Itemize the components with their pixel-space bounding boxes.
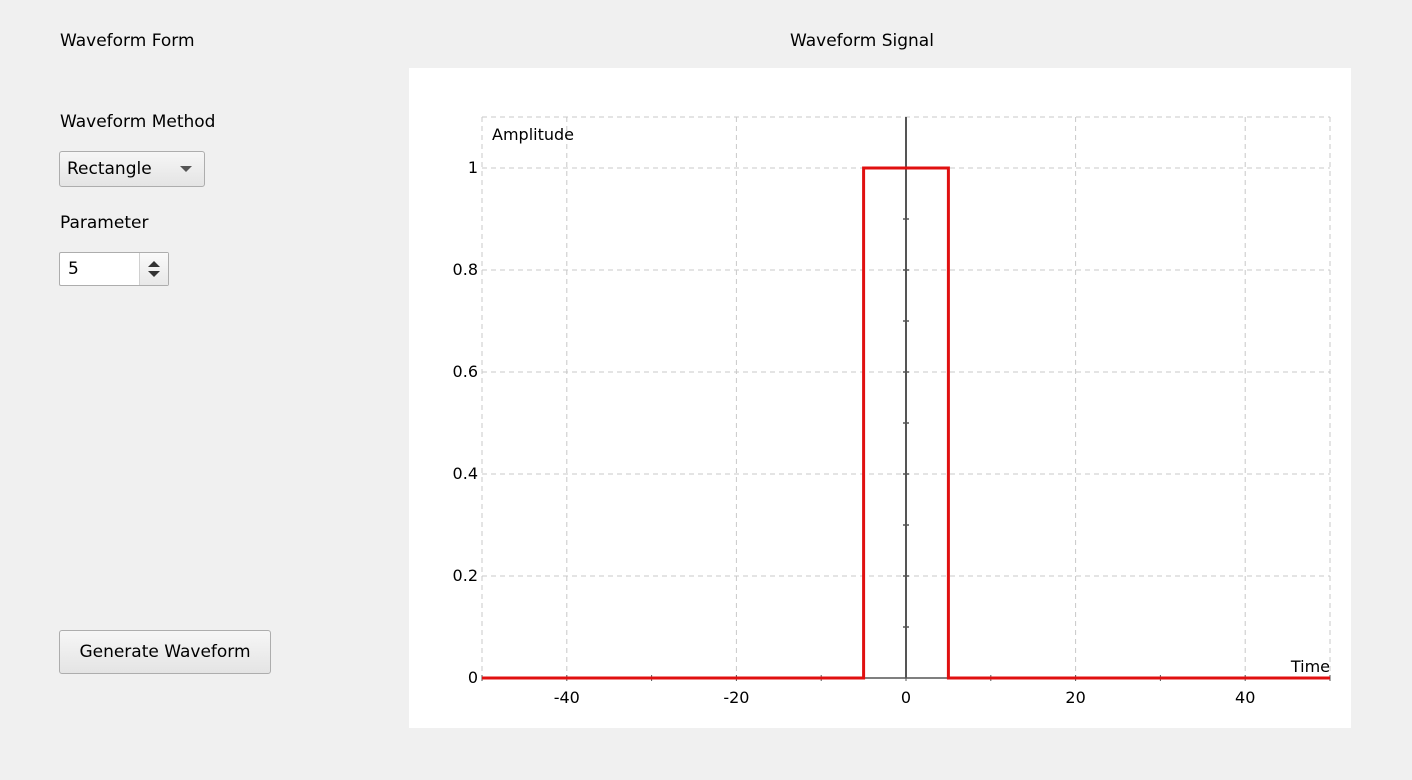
chart-panel: -40 -20 0 20 40 0 0.2 0.4 0.6 0.8 1 Amplitude Time [409,68,1351,728]
waveform-method-label: Waveform Method [60,112,216,132]
chart-title: Waveform Signal [790,31,934,51]
spin-up-icon[interactable] [148,261,160,267]
x-tick-label: -40 [554,688,580,707]
y-tick-label: 0.6 [453,362,478,381]
y-axis-label: Amplitude [492,125,574,144]
y-tick-label: 0.4 [453,464,478,483]
waveform-method-select[interactable]: Rectangle [59,151,205,187]
x-tick-label: 20 [1065,688,1085,707]
parameter-label: Parameter [60,213,149,233]
x-axis-label: Time [1290,657,1330,676]
waveform-method-value: Rectangle [67,159,152,179]
series-line [482,166,1330,680]
y-tick-label: 1 [468,158,478,177]
spin-down-icon[interactable] [148,271,160,277]
generate-waveform-button[interactable]: Generate Waveform [59,630,271,674]
y-tick-label: 0.8 [453,260,478,279]
x-tick-label: 40 [1235,688,1255,707]
spin-buttons[interactable] [139,253,168,285]
parameter-spinbox[interactable]: 5 [59,252,169,286]
y-tick-label: 0.2 [453,566,478,585]
parameter-value[interactable]: 5 [68,259,79,279]
form-title: Waveform Form [60,31,195,51]
x-tick-label: -20 [723,688,749,707]
chevron-down-icon [180,166,192,172]
y-tick-label: 0 [468,668,478,687]
x-tick-label: 0 [901,688,911,707]
waveform-chart: -40 -20 0 20 40 0 0.2 0.4 0.6 0.8 1 Amplitude Time [453,116,1331,707]
